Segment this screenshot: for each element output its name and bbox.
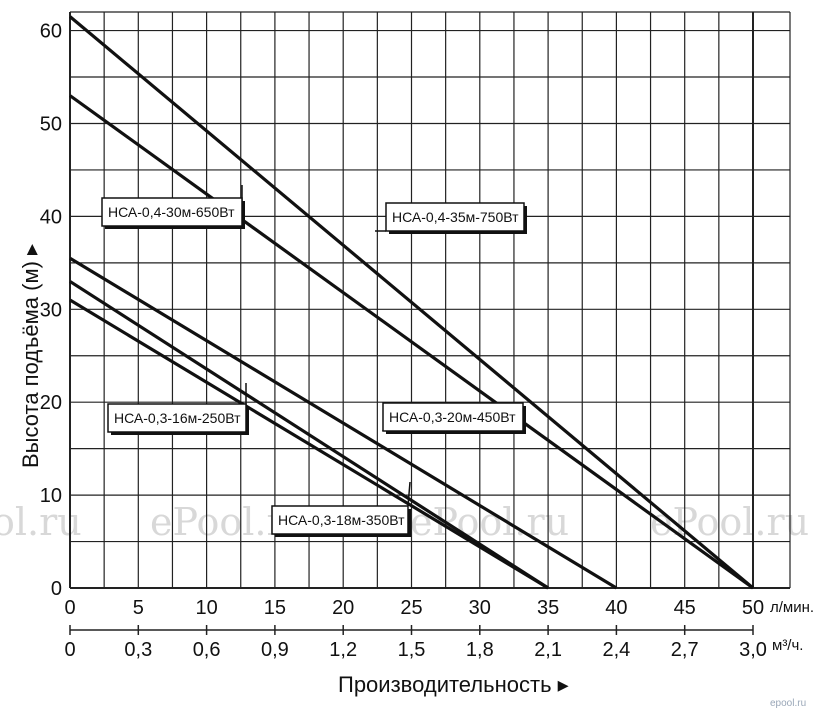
x-tick-label-secondary: 0,9 (261, 639, 289, 661)
x-tick-label-secondary: 0,3 (124, 639, 152, 661)
series-label-box (107, 403, 247, 433)
series-label-box (382, 402, 524, 432)
series-line (69, 280, 549, 590)
y-tick-label: 10 (40, 485, 62, 507)
series-label-leader (407, 481, 411, 507)
x-tick-label: 45 (674, 597, 696, 619)
x-tick-label-secondary: 2,7 (671, 639, 699, 661)
y-tick-label: 0 (51, 578, 62, 600)
series-label: НСА-0,3-16м-250Вт (114, 410, 241, 426)
series-labels: НСА-0,4-35м-750Вт НСА-0,4-30м-650Вт НСА-0,… (101, 185, 527, 537)
series-line (69, 256, 618, 590)
x-tick-label-secondary: 2,1 (534, 639, 562, 661)
x-tick-label: 20 (332, 597, 354, 619)
series-line (69, 298, 549, 590)
y-tick-label: 50 (40, 113, 62, 135)
x-tick-label: 0 (64, 597, 75, 619)
series-label: НСА-0,4-35м-750Вт (392, 209, 519, 225)
series-label: НСА-0,4-30м-650Вт (108, 204, 235, 220)
series-line (68, 15, 755, 590)
x-tick-label: 30 (469, 597, 491, 619)
x-tick-label: 5 (133, 597, 144, 619)
series-label-box (271, 505, 409, 535)
x-tick-label-secondary: 2,4 (602, 639, 630, 661)
y-tick-label: 40 (40, 206, 62, 228)
x-tick-label-secondary: 0,6 (193, 639, 221, 661)
series-line (69, 94, 754, 590)
tick-labels: 0 10 20 30 40 50 60 0 5 10 15 20 25 30 35 40 45 50 0 0,3 0,6… (40, 21, 767, 661)
x-axis-title: Производительность ▸ (338, 672, 569, 697)
y-tick-label: 60 (40, 21, 62, 43)
x-tick-label: 25 (400, 597, 422, 619)
x-tick-label: 10 (195, 597, 217, 619)
series-lines (68, 15, 755, 590)
x-tick-label: 15 (264, 597, 286, 619)
x-tick-label-secondary: 3,0 (739, 639, 767, 661)
series-label: НСА-0,3-18м-350Вт (278, 512, 405, 528)
watermark-text: ePool.ru (410, 500, 569, 544)
x-tick-label-secondary: 1,8 (466, 639, 494, 661)
watermark-text: ol.ru (0, 500, 82, 544)
y-axis-title: Высота подъёма (м) ▸ (18, 244, 43, 468)
y-tick-label: 30 (40, 299, 62, 321)
x-unit-primary: л/мин. (770, 599, 814, 616)
y-tick-label: 20 (40, 392, 62, 414)
x-unit-secondary: м³/ч. (772, 637, 803, 654)
x-tick-label: 50 (742, 597, 764, 619)
x-tick-label: 35 (537, 597, 559, 619)
series-label: НСА-0,3-20м-450Вт (389, 409, 516, 425)
x-tick-label-secondary: 1,5 (398, 639, 426, 661)
x-tick-label-secondary: 1,2 (329, 639, 357, 661)
x-tick-label-secondary: 0 (64, 639, 75, 661)
corner-watermark: epool.ru (770, 698, 806, 709)
x-tick-label: 40 (605, 597, 627, 619)
series-label-box (385, 202, 525, 232)
series-label-box (101, 197, 243, 227)
